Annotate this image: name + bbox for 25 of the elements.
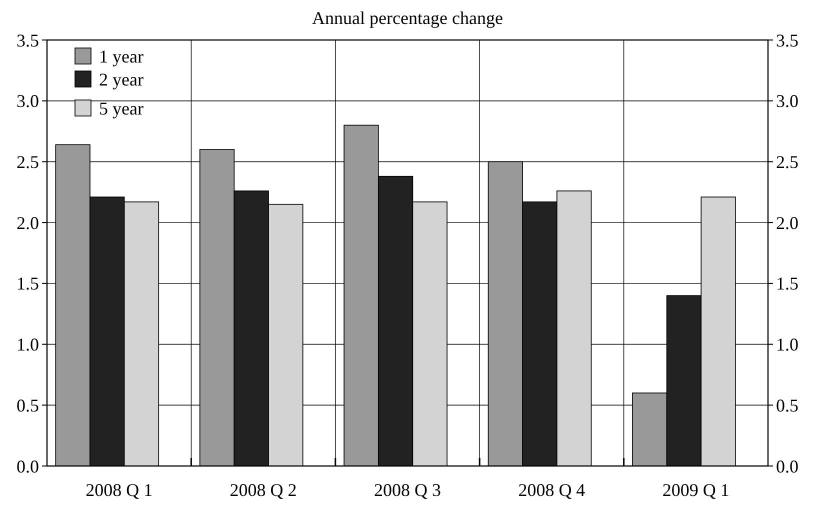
- y2-tick-label: 1.5: [776, 274, 798, 294]
- y2-tick-label: 2.0: [776, 212, 798, 233]
- y-tick-label: 1.5: [16, 274, 39, 294]
- y-tick-label: 1.0: [16, 334, 39, 355]
- chart-title: Annual percentage change: [312, 8, 503, 28]
- legend-label: 5 year: [99, 98, 144, 118]
- y2-tick-label: 0.0: [776, 456, 798, 476]
- y-tick-label: 2.5: [16, 152, 39, 172]
- y2-tick-label: 1.0: [776, 334, 798, 355]
- x-tick-label: 2008 Q 1: [86, 480, 153, 500]
- legend-label: 2 year: [99, 69, 144, 90]
- x-tick-label: 2009 Q 1: [662, 480, 730, 500]
- x-tick-label: 2008 Q 3: [374, 480, 441, 500]
- y-tick-label: 3.5: [16, 30, 39, 50]
- y-tick-label: 3.0: [16, 91, 39, 112]
- y-tick-label: 2.0: [16, 212, 39, 233]
- legend-label: 1 year: [99, 46, 144, 66]
- y-tick-label: 0.0: [16, 456, 39, 476]
- y-tick-label: 0.5: [16, 395, 39, 416]
- x-tick-label: 2008 Q 2: [230, 480, 297, 500]
- y2-tick-label: 2.5: [776, 152, 798, 172]
- y2-tick-label: 3.5: [776, 30, 798, 50]
- x-tick-label: 2008 Q 4: [518, 480, 586, 500]
- y2-tick-label: 3.0: [776, 91, 798, 112]
- y2-tick-label: 0.5: [776, 395, 798, 416]
